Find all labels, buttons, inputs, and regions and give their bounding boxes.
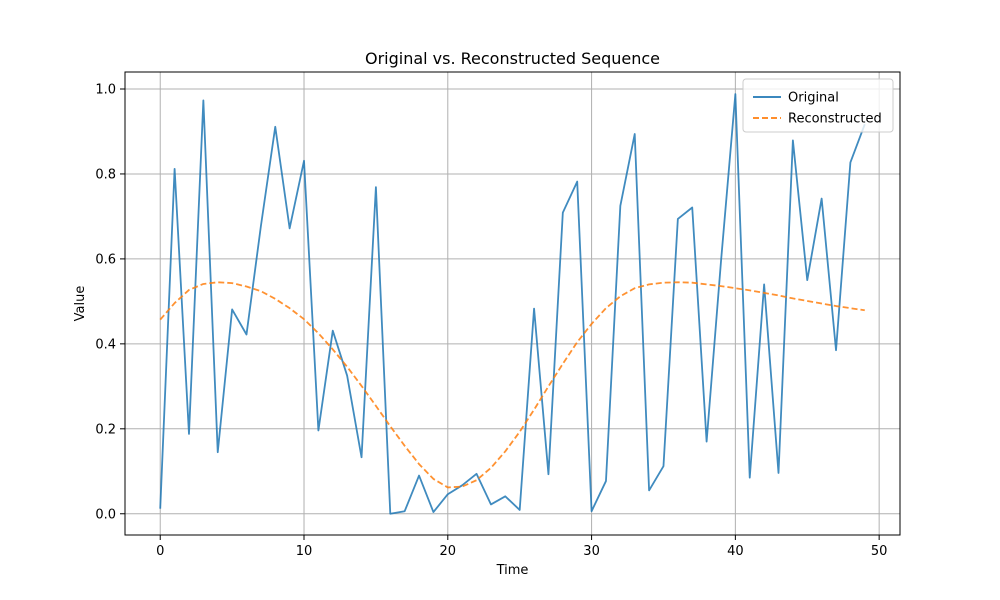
x-tick-label: 0 xyxy=(156,544,164,559)
legend-label-reconstructed: Reconstructed xyxy=(788,112,882,127)
x-tick-label: 30 xyxy=(583,544,600,559)
legend: Original Reconstructed xyxy=(742,78,894,133)
chart-title: Original vs. Reconstructed Sequence xyxy=(365,49,660,68)
y-tick-label: 0.6 xyxy=(95,252,116,267)
legend-label-original: Original xyxy=(788,91,839,106)
x-tick-label: 20 xyxy=(440,544,457,559)
plot-frame xyxy=(124,71,901,536)
series-line-original xyxy=(159,93,866,515)
y-tick-label: 0.8 xyxy=(95,167,116,182)
y-axis-title: Value xyxy=(73,286,88,322)
grid xyxy=(125,72,900,535)
y-tick-label: 0.0 xyxy=(95,507,116,522)
series-line-reconstructed xyxy=(159,281,865,489)
y-tick-label: 1.0 xyxy=(95,82,116,97)
y-tick-label: 0.2 xyxy=(95,422,116,437)
x-tick-label: 40 xyxy=(727,544,744,559)
axis-ticks: 0 10 20 30 40 50 0.0 0.2 0.4 0.6 0.8 1.0 xyxy=(95,82,887,559)
x-tick-label: 50 xyxy=(871,544,888,559)
x-tick-label: 10 xyxy=(296,544,313,559)
y-tick-label: 0.4 xyxy=(95,337,116,352)
series-lines xyxy=(159,93,866,515)
x-axis-title: Time xyxy=(496,563,529,578)
